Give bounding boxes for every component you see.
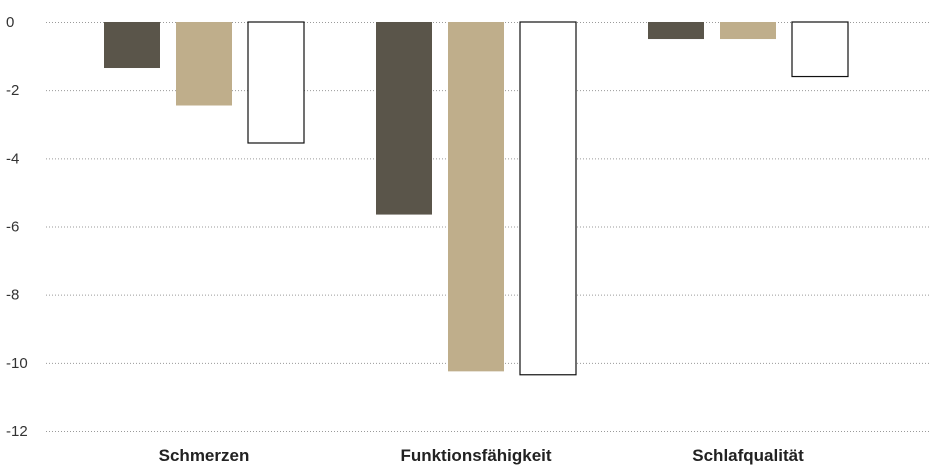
y-tick-label: -2 bbox=[6, 82, 19, 99]
category-label: Funktionsfähigkeit bbox=[400, 446, 551, 465]
y-tick-label: -12 bbox=[6, 423, 28, 440]
y-tick-label: -6 bbox=[6, 219, 19, 236]
y-tick-label: -8 bbox=[6, 287, 19, 304]
y-axis-ticks: 0 -2 -4 -6 -8 -10 -12 bbox=[6, 14, 28, 440]
y-tick-label: 0 bbox=[6, 14, 14, 31]
bar bbox=[648, 22, 704, 40]
bar bbox=[247, 21, 305, 144]
y-tick-label: -10 bbox=[6, 355, 28, 372]
category-label: Schlafqualität bbox=[692, 446, 804, 465]
bar bbox=[791, 21, 849, 78]
x-axis-categories: Schmerzen Funktionsfähigkeit Schlafqualitä… bbox=[159, 446, 804, 465]
bar bbox=[720, 22, 776, 40]
bars bbox=[104, 21, 849, 376]
bar bbox=[176, 22, 232, 106]
bar bbox=[448, 22, 504, 372]
bar bbox=[104, 22, 160, 69]
bar bbox=[376, 22, 432, 215]
y-tick-label: -4 bbox=[6, 150, 19, 167]
bar bbox=[519, 21, 577, 376]
category-label: Schmerzen bbox=[159, 446, 250, 465]
